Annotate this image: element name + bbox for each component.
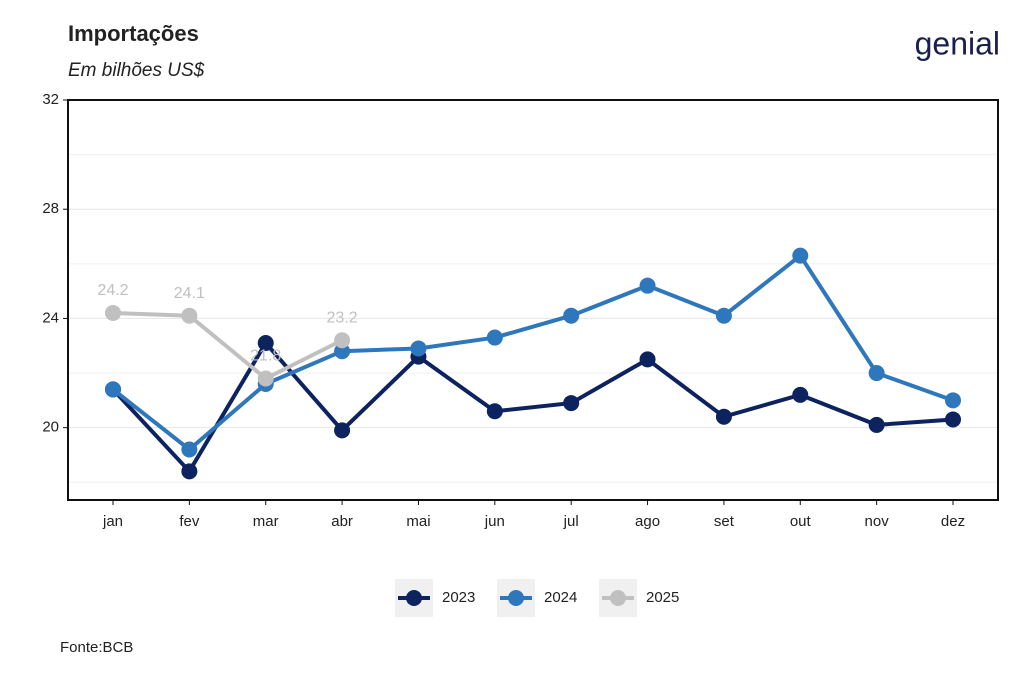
series-point xyxy=(105,381,121,398)
y-tick-label: 24 xyxy=(42,309,59,326)
series-point xyxy=(639,277,656,294)
x-tick-label: out xyxy=(790,513,812,530)
x-tick-label: dez xyxy=(941,513,965,530)
series-point xyxy=(715,307,732,324)
series-point xyxy=(945,392,961,409)
legend-label: 2023 xyxy=(442,589,475,606)
x-tick-label: jul xyxy=(563,513,579,530)
x-tick-label: fev xyxy=(179,513,200,530)
x-tick-label: abr xyxy=(331,513,353,530)
series-point xyxy=(868,416,885,433)
x-tick-label: mai xyxy=(406,513,430,530)
legend-label: 2024 xyxy=(544,589,577,606)
x-tick-label: nov xyxy=(865,513,890,530)
x-tick-label: mar xyxy=(253,513,279,530)
series-point xyxy=(639,351,656,368)
plot-border xyxy=(67,99,999,501)
series-point xyxy=(257,335,274,352)
y-tick-label: 28 xyxy=(42,200,59,217)
chart-subtitle: Em bilhões US$ xyxy=(68,60,205,81)
series-point xyxy=(792,386,809,403)
series-point xyxy=(563,395,580,412)
data-label: 23.2 xyxy=(327,309,358,326)
series-point xyxy=(792,247,809,264)
x-tick-label: set xyxy=(714,513,735,530)
source: Fonte:BCB xyxy=(60,639,133,656)
x-tick-label: ago xyxy=(635,513,660,530)
data-label: 21.8 xyxy=(250,348,281,365)
chart-title: Importações xyxy=(68,21,199,46)
series-point xyxy=(410,340,427,357)
logo: genial xyxy=(915,25,1000,61)
series-point xyxy=(486,329,503,346)
series-point xyxy=(334,422,351,439)
y-tick-label: 20 xyxy=(42,419,59,436)
series-line xyxy=(112,310,343,381)
y-tick-label: 32 xyxy=(42,91,59,108)
data-label: 24.1 xyxy=(174,285,205,302)
series-point xyxy=(181,441,198,458)
x-tick-label: jan xyxy=(102,513,123,530)
series-point xyxy=(715,408,732,425)
series-point xyxy=(868,365,885,382)
series-point xyxy=(563,307,580,324)
series-point xyxy=(257,370,274,387)
series-point xyxy=(105,304,121,321)
series-point xyxy=(181,463,198,480)
legend-key-point xyxy=(610,590,626,606)
legend-key-point xyxy=(508,590,524,606)
series-point xyxy=(334,332,351,349)
series-point xyxy=(486,403,503,420)
legend-key-point xyxy=(406,590,422,606)
data-label: 24.2 xyxy=(97,282,128,299)
x-tick-label: jun xyxy=(484,513,505,530)
series-line xyxy=(111,339,954,475)
series-point xyxy=(945,411,961,428)
series-line xyxy=(111,252,954,453)
legend-label: 2025 xyxy=(646,589,679,606)
series-point xyxy=(181,307,198,324)
